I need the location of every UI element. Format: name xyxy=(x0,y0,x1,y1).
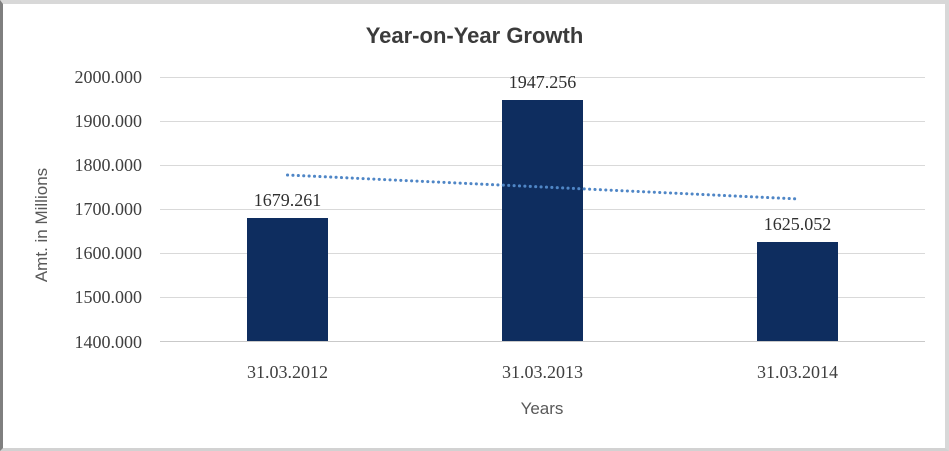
bar-value-label: 1625.052 xyxy=(763,214,832,235)
x-axis-title: Years xyxy=(520,399,564,418)
gridline xyxy=(160,76,925,78)
y-tick-label: 1900.000 xyxy=(74,111,143,132)
x-axis-line xyxy=(160,341,925,342)
bar-31.03.2014 xyxy=(757,242,838,342)
x-tick-label: 31.03.2012 xyxy=(247,362,328,382)
x-tick-label: 31.03.2014 xyxy=(757,362,838,382)
y-tick-label: 1600.000 xyxy=(74,243,143,264)
y-tick-label: 1700.000 xyxy=(74,199,143,220)
y-tick-label: 1800.000 xyxy=(74,155,143,176)
chart-title: Year-on-Year Growth xyxy=(365,23,584,48)
bar-31.03.2013 xyxy=(502,100,583,342)
y-tick-label: 1500.000 xyxy=(74,287,143,308)
bar-31.03.2012 xyxy=(247,218,328,342)
x-tick-label: 31.03.2013 xyxy=(502,362,583,382)
bar-value-label: 1947.256 xyxy=(508,72,577,93)
y-tick-label: 2000.000 xyxy=(74,67,143,87)
bar-value-label: 1679.261 xyxy=(253,190,322,211)
y-axis-title: Amt. in Millions xyxy=(32,167,51,283)
y-tick-label: 1400.000 xyxy=(74,331,143,352)
